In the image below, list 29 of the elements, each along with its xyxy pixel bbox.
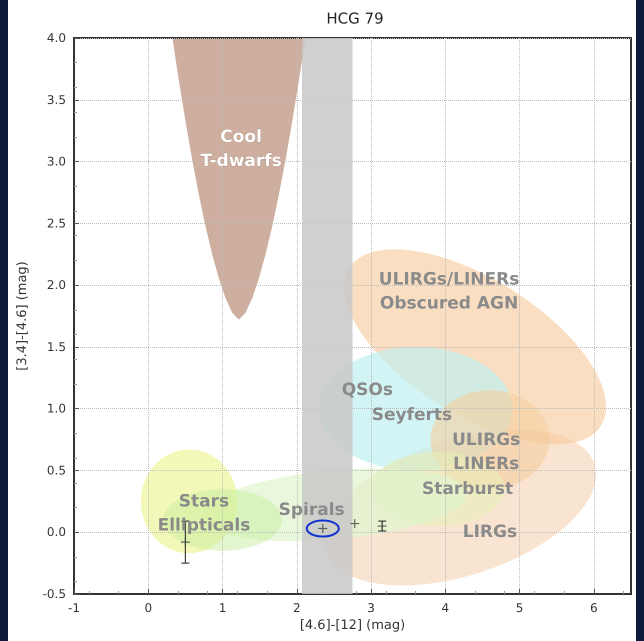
y-tick-label: 1.0 bbox=[46, 402, 66, 416]
y-tick-label: 3.5 bbox=[46, 92, 66, 107]
chart-title: HCG 79 bbox=[326, 10, 384, 28]
x-tick-label: 6 bbox=[590, 601, 598, 615]
annotation: Seyferts bbox=[372, 404, 452, 425]
y-tick-label: 2.5 bbox=[46, 216, 66, 230]
x-tick-label: 3 bbox=[367, 601, 375, 615]
y-tick-label: 4.0 bbox=[46, 31, 66, 45]
x-tick-label: 1 bbox=[218, 601, 226, 615]
annotation: ULIRGs/LINERs Obscured AGN bbox=[378, 269, 520, 314]
annotation: QSOs bbox=[342, 380, 393, 400]
x-tick-label: 4 bbox=[442, 601, 450, 615]
x-axis-title: [4.6]-[12] (mag) bbox=[300, 618, 406, 633]
x-tick-label: 5 bbox=[516, 601, 524, 615]
x-tick-label: -1 bbox=[68, 601, 80, 615]
annotation: Cool T-dwarfs bbox=[200, 127, 282, 172]
y-tick-label: 3.0 bbox=[46, 154, 66, 169]
annotation: ULIRGs LINERs bbox=[452, 430, 520, 474]
y-tick-label: 2.0 bbox=[46, 278, 66, 292]
y-tick-label: 1.5 bbox=[46, 340, 66, 354]
y-tick-label: -0.5 bbox=[42, 587, 66, 601]
y-tick-label: 0.5 bbox=[46, 463, 66, 478]
x-tick-label: 0 bbox=[144, 601, 152, 615]
y-tick-label: 0.0 bbox=[46, 525, 66, 540]
y-axis-title: [3.4]-[4.6] (mag) bbox=[15, 261, 30, 371]
x-tick-label: 2 bbox=[292, 601, 301, 615]
annotation: Spirals bbox=[278, 500, 345, 520]
annotation: LIRGs bbox=[462, 522, 518, 542]
annotation: Starburst bbox=[422, 478, 514, 499]
